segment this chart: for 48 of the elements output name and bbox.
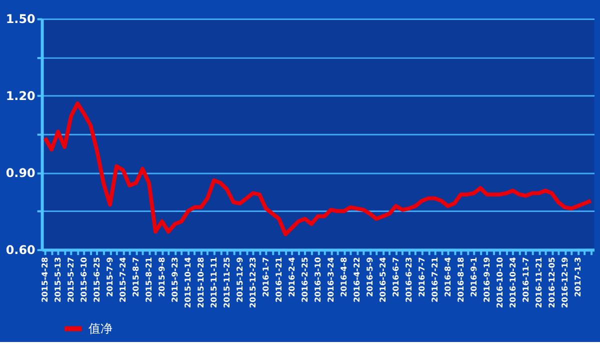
x-tick-label: 2015-8-7 <box>131 257 140 297</box>
x-tick-label: 2015-7-9 <box>105 256 114 297</box>
x-tick-label: 2016-9-1 <box>469 257 478 297</box>
x-tick-label: 2016-5-9 <box>365 256 374 297</box>
x-tick-label: 2016-10-24 <box>508 256 518 308</box>
x-tick-label: 2015-7-24 <box>118 256 128 302</box>
x-tick-label: 2015-10-14 <box>183 256 192 308</box>
legend-label: 值净 <box>88 322 113 336</box>
x-tick-label: 2015-4-28 <box>40 256 50 302</box>
x-tick-label: 2015-11-11 <box>209 257 218 308</box>
x-tick-label: 2016-7-21 <box>430 257 440 302</box>
x-tick-label: 2016-2-25 <box>300 257 310 302</box>
x-tick-label: 2016-2-4 <box>287 256 296 297</box>
line-series <box>43 101 593 236</box>
x-tick-label: 2016-12-19 <box>560 256 570 308</box>
x-tick-label: 2015-5-27 <box>66 257 76 302</box>
x-tick-label: 2015-5-13 <box>54 257 63 302</box>
x-tick-label: 2016-4-22 <box>352 257 362 302</box>
x-tick-label: 2016-8-4 <box>443 256 452 297</box>
x-tick-label: 2015-8-21 <box>144 257 154 302</box>
x-tick-label: 2016-5-24 <box>378 256 388 302</box>
x-tick-label: 2015-12-23 <box>248 257 258 308</box>
x-tick-label: 2016-8-18 <box>456 256 466 302</box>
x-tick-label: 2016-11-7 <box>521 257 530 302</box>
x-tick-label: 2015-9-8 <box>157 256 166 297</box>
x-tick-label: 2016-6-7 <box>391 257 400 297</box>
y-tick-label: 0.90 <box>6 166 36 180</box>
y-tick-label: 1.20 <box>6 89 36 104</box>
x-tick-label: 2016-6-23 <box>404 257 414 302</box>
y-tick-label: 0.60 <box>6 243 36 258</box>
x-tick-label: 2016-10-10 <box>495 256 504 308</box>
x-tick-label: 2016-1-7 <box>261 257 270 297</box>
x-tick-label: 2016-12-05 <box>547 257 556 308</box>
y-tick-label: 1.50 <box>6 12 36 26</box>
x-tick-label: 2015-11-25 <box>222 257 232 308</box>
x-tick-label: 2016-1-21 <box>274 257 284 302</box>
x-tick-label: 2015-9-23 <box>170 257 180 302</box>
x-tick-label: 2016-9-19 <box>482 256 492 302</box>
x-tick-label: 2016-4-8 <box>339 256 348 297</box>
x-tick-label: 2015-12-9 <box>235 256 244 302</box>
x-tick-label: 2016-11-21 <box>534 257 544 308</box>
x-tick-label: 2015-6-25 <box>92 257 102 302</box>
x-tick-label: 2015-6-10 <box>80 256 89 302</box>
x-tick-label: 2016-3-24 <box>326 256 336 302</box>
x-tick-label: 2016-7-7 <box>417 257 426 297</box>
x-tick-label: 2017-1-3 <box>573 257 582 297</box>
x-tick-label: 2015-10-28 <box>196 256 206 308</box>
x-tick-label: 2016-3-10 <box>313 256 322 302</box>
